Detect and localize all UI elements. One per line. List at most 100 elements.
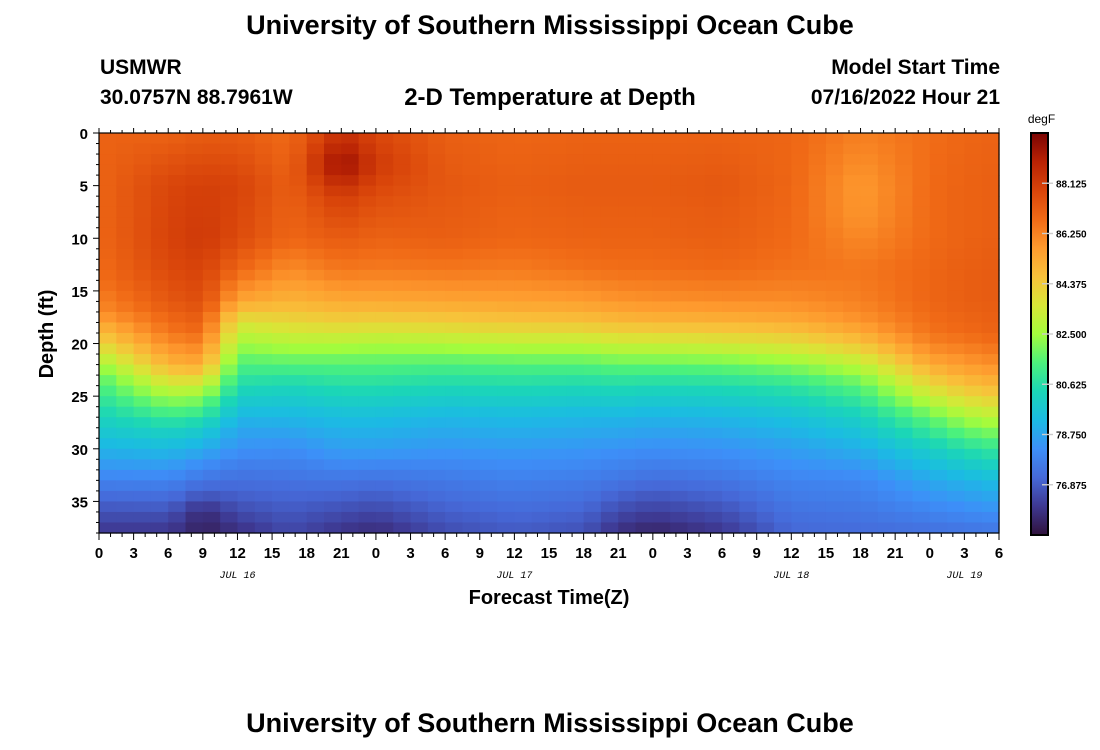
heatmap-cell	[600, 459, 619, 471]
heatmap-cell	[877, 227, 896, 239]
heatmap-cell	[358, 185, 377, 197]
heatmap-cell	[583, 154, 602, 166]
heatmap-cell	[670, 375, 689, 387]
heatmap-cell	[583, 143, 602, 155]
heatmap-cell	[479, 364, 498, 376]
heatmap-cell	[375, 364, 394, 376]
heatmap-cell	[549, 133, 567, 145]
heatmap-cell	[220, 480, 239, 492]
heatmap-cell	[722, 133, 740, 145]
heatmap-cell	[237, 522, 256, 534]
heatmap-cell	[756, 375, 775, 387]
heatmap-cell	[289, 343, 308, 355]
heatmap-cell	[756, 238, 775, 250]
heatmap-cell	[618, 396, 637, 408]
heatmap-cell	[566, 301, 585, 313]
heatmap-cell	[929, 301, 948, 313]
heatmap-cell	[479, 375, 498, 387]
heatmap-cell	[514, 469, 533, 481]
heatmap-cell	[393, 175, 412, 187]
heatmap-cell	[497, 322, 515, 334]
heatmap-cell	[497, 511, 515, 524]
heatmap-cell	[375, 406, 394, 418]
heatmap-cell	[168, 248, 187, 260]
heatmap-cell	[341, 185, 360, 197]
heatmap-cell	[825, 290, 844, 303]
heatmap-cell	[254, 206, 273, 218]
heatmap-cell	[237, 322, 256, 334]
heatmap-cell	[99, 227, 117, 239]
heatmap-cell	[375, 227, 394, 239]
heatmap-cell	[254, 459, 273, 471]
heatmap-cell	[479, 469, 498, 481]
heatmap-cell	[635, 385, 654, 397]
heatmap-cell	[756, 490, 775, 503]
heatmap-cell	[514, 385, 533, 397]
heatmap-cell	[237, 364, 256, 376]
heatmap-cell	[237, 269, 256, 281]
heatmap-cell	[722, 280, 740, 292]
heatmap-cell	[393, 354, 412, 366]
heatmap-cell	[929, 133, 948, 145]
heatmap-cell	[808, 406, 827, 418]
heatmap-cell	[912, 301, 931, 313]
heatmap-cell	[791, 417, 810, 429]
heatmap-cell	[289, 133, 308, 145]
x-tick-label: 3	[129, 545, 137, 562]
heatmap-cell	[116, 280, 135, 292]
heatmap-cell	[185, 406, 204, 418]
heatmap-cell	[704, 269, 723, 281]
heatmap-cell	[237, 406, 256, 418]
heatmap-cell	[168, 333, 187, 345]
heatmap-cell	[289, 280, 308, 292]
heatmap-cell	[912, 248, 931, 260]
heatmap-cell	[877, 311, 896, 324]
heatmap-cell	[791, 280, 810, 292]
heatmap-cell	[877, 217, 896, 229]
heatmap-cell	[739, 269, 758, 281]
heatmap-cell	[150, 490, 169, 503]
heatmap-cell	[99, 185, 117, 197]
heatmap-cell	[929, 196, 948, 208]
heatmap-cell	[635, 301, 654, 313]
heatmap-cell	[600, 322, 619, 334]
heatmap-cell	[202, 438, 221, 450]
heatmap-cell	[670, 322, 689, 334]
heatmap-cell	[202, 322, 221, 334]
heatmap-cell	[877, 322, 896, 334]
heatmap-cell	[704, 133, 723, 145]
heatmap-cell	[185, 311, 204, 324]
heatmap-cell	[202, 238, 221, 250]
heatmap-cell	[981, 269, 1000, 281]
heatmap-cell	[825, 311, 844, 324]
heatmap-cell	[583, 238, 602, 250]
heatmap-cell	[497, 269, 515, 281]
heatmap-cell	[324, 354, 342, 366]
heatmap-cell	[652, 385, 671, 397]
heatmap-cell	[722, 143, 740, 155]
heatmap-cell	[670, 301, 689, 313]
heatmap-cell	[410, 217, 429, 229]
heatmap-cell	[99, 375, 117, 387]
heatmap-cell	[462, 438, 481, 450]
heatmap-cell	[116, 164, 135, 176]
heatmap-cell	[843, 280, 862, 292]
heatmap-cell	[427, 364, 446, 376]
heatmap-cell	[635, 133, 654, 145]
heatmap-cell	[687, 333, 706, 345]
heatmap-cell	[531, 322, 550, 334]
heatmap-cell	[427, 238, 446, 250]
heatmap-cell	[722, 185, 740, 197]
heatmap-cell	[185, 154, 204, 166]
heatmap-cell	[583, 343, 602, 355]
heatmap-cell	[600, 511, 619, 524]
heatmap-cell	[324, 143, 342, 155]
heatmap-cell	[168, 164, 187, 176]
heatmap-cell	[981, 448, 1000, 460]
heatmap-cell	[895, 238, 914, 250]
heatmap-cell	[462, 480, 481, 492]
heatmap-cell	[825, 238, 844, 250]
heatmap-cell	[168, 406, 187, 418]
heatmap-cell	[652, 333, 671, 345]
heatmap-cell	[756, 511, 775, 524]
